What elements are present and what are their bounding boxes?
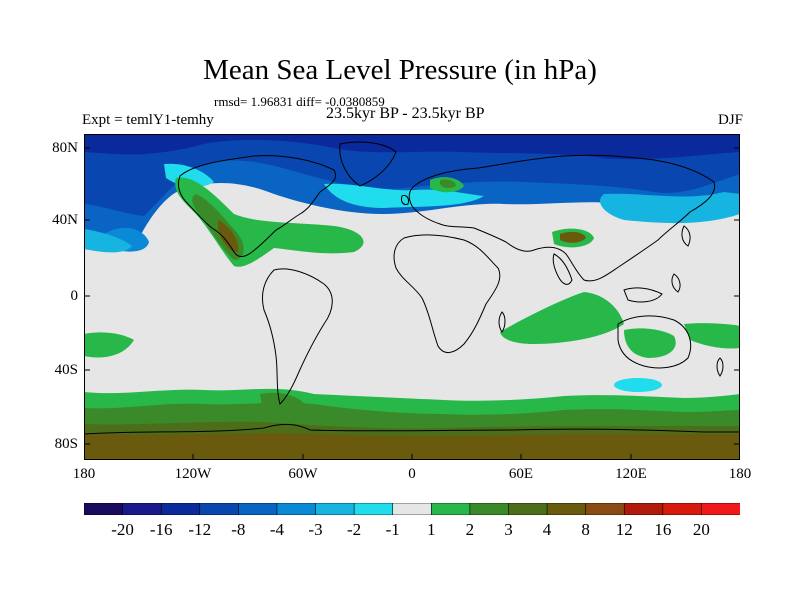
colorbar-swatch: [84, 503, 124, 515]
north-deepest-low: [84, 134, 740, 160]
colorbar-tick-label: 3: [504, 520, 513, 539]
colorbar-swatch: [199, 503, 240, 515]
lon-label-0: 0: [408, 466, 416, 482]
colorbar-tick-label: 1: [427, 520, 436, 539]
coastlines: [84, 141, 740, 435]
south-pacific-west-high: [84, 332, 134, 358]
lon-label-120e: 120E: [615, 466, 647, 482]
colorbar-swatch: [353, 503, 394, 515]
lon-label-180e: 180: [728, 466, 752, 482]
colorbar-swatch: [238, 503, 278, 515]
north-america-high-core: [218, 220, 239, 253]
philippines-outline: [671, 273, 681, 293]
pressure-map: [84, 134, 740, 460]
japan-outline: [681, 225, 691, 247]
colorbar-tick-label: 2: [465, 520, 475, 539]
madagascar-outline: [498, 311, 506, 333]
lat-label-40n: 40N: [52, 212, 78, 228]
lat-label-80n: 80N: [52, 140, 78, 156]
drake-passage-high: [260, 392, 306, 413]
colorbar-swatch: [701, 503, 740, 515]
colorbar-tick-label: 20: [692, 520, 710, 539]
colorbar-tick-label: -3: [308, 520, 323, 539]
colorbar: [84, 503, 740, 515]
colorbar-swatch: [546, 503, 587, 515]
map-ticks: [84, 147, 740, 460]
colorbar-tick-label: -16: [149, 520, 173, 539]
uk-outline: [401, 195, 409, 205]
tasman-high: [684, 323, 740, 349]
scandinavia-high-inner: [440, 179, 456, 189]
colorbar-tick-label: 4: [542, 520, 552, 539]
colorbar-tick-label: 12: [615, 520, 633, 539]
colorbar-swatch: [392, 503, 433, 515]
pacific-low-fringe: [84, 229, 132, 253]
experiment-label: Expt = temlY1-temhy: [82, 112, 214, 128]
colorbar-swatch: [315, 503, 355, 515]
australia-high: [624, 328, 676, 358]
colorbar-tick-label: -1: [385, 520, 400, 539]
lon-label-60e: 60E: [508, 466, 534, 482]
colorbar-tick-label: 16: [654, 520, 672, 539]
colorbar-swatch: [662, 503, 703, 515]
colorbar-tick-label: 8: [581, 520, 590, 539]
colorbar-tick-label: -2: [347, 520, 362, 539]
colorbar-tick-label: -12: [188, 520, 212, 539]
lon-label-180w: 180: [72, 466, 96, 482]
eurasia-outline: [408, 154, 716, 282]
tibet-high-core: [560, 231, 586, 243]
indian-ocean-high: [500, 292, 624, 344]
lon-label-60w: 60W: [288, 466, 318, 482]
colorbar-tick-label: -4: [269, 520, 285, 539]
colorbar-swatch: [623, 503, 664, 515]
greenland-outline: [339, 141, 397, 187]
indonesia-outline: [623, 287, 663, 303]
lat-label-40s: 40S: [54, 362, 78, 378]
antarctic-high-core: [84, 433, 740, 460]
lon-label-120w: 120W: [174, 466, 212, 482]
africa-outline: [393, 234, 501, 353]
south-america-outline: [261, 268, 333, 405]
season-label: DJF: [717, 112, 743, 128]
colorbar-tick-label: -20: [111, 520, 134, 539]
lat-label-eq: 0: [70, 288, 79, 304]
antarctica-outline: [84, 423, 740, 435]
east-pacific-fringe: [600, 192, 740, 224]
india-outline: [552, 253, 573, 285]
new-zealand-outline: [716, 357, 724, 377]
period-label: 23.5kyr BP - 23.5kyr BP: [326, 105, 485, 122]
colorbar-swatch: [469, 503, 510, 515]
australia-outline: [617, 315, 692, 369]
south-ocean-low: [614, 378, 662, 392]
colorbar-swatch: [276, 503, 317, 515]
colorbar-tick-label: -8: [231, 520, 246, 539]
map-title: Mean Sea Level Pressure (in hPa): [203, 54, 597, 86]
lat-label-80s: 80S: [54, 436, 78, 452]
colorbar-swatch: [585, 503, 626, 515]
colorbar-swatch: [430, 503, 471, 515]
rmsd-diff-stats: rmsd= 1.96831 diff= -0.0380859: [214, 94, 385, 109]
colorbar-swatch: [160, 503, 201, 515]
north-america-outline: [177, 155, 336, 257]
colorbar-swatch: [508, 503, 548, 515]
colorbar-swatch: [122, 503, 162, 515]
